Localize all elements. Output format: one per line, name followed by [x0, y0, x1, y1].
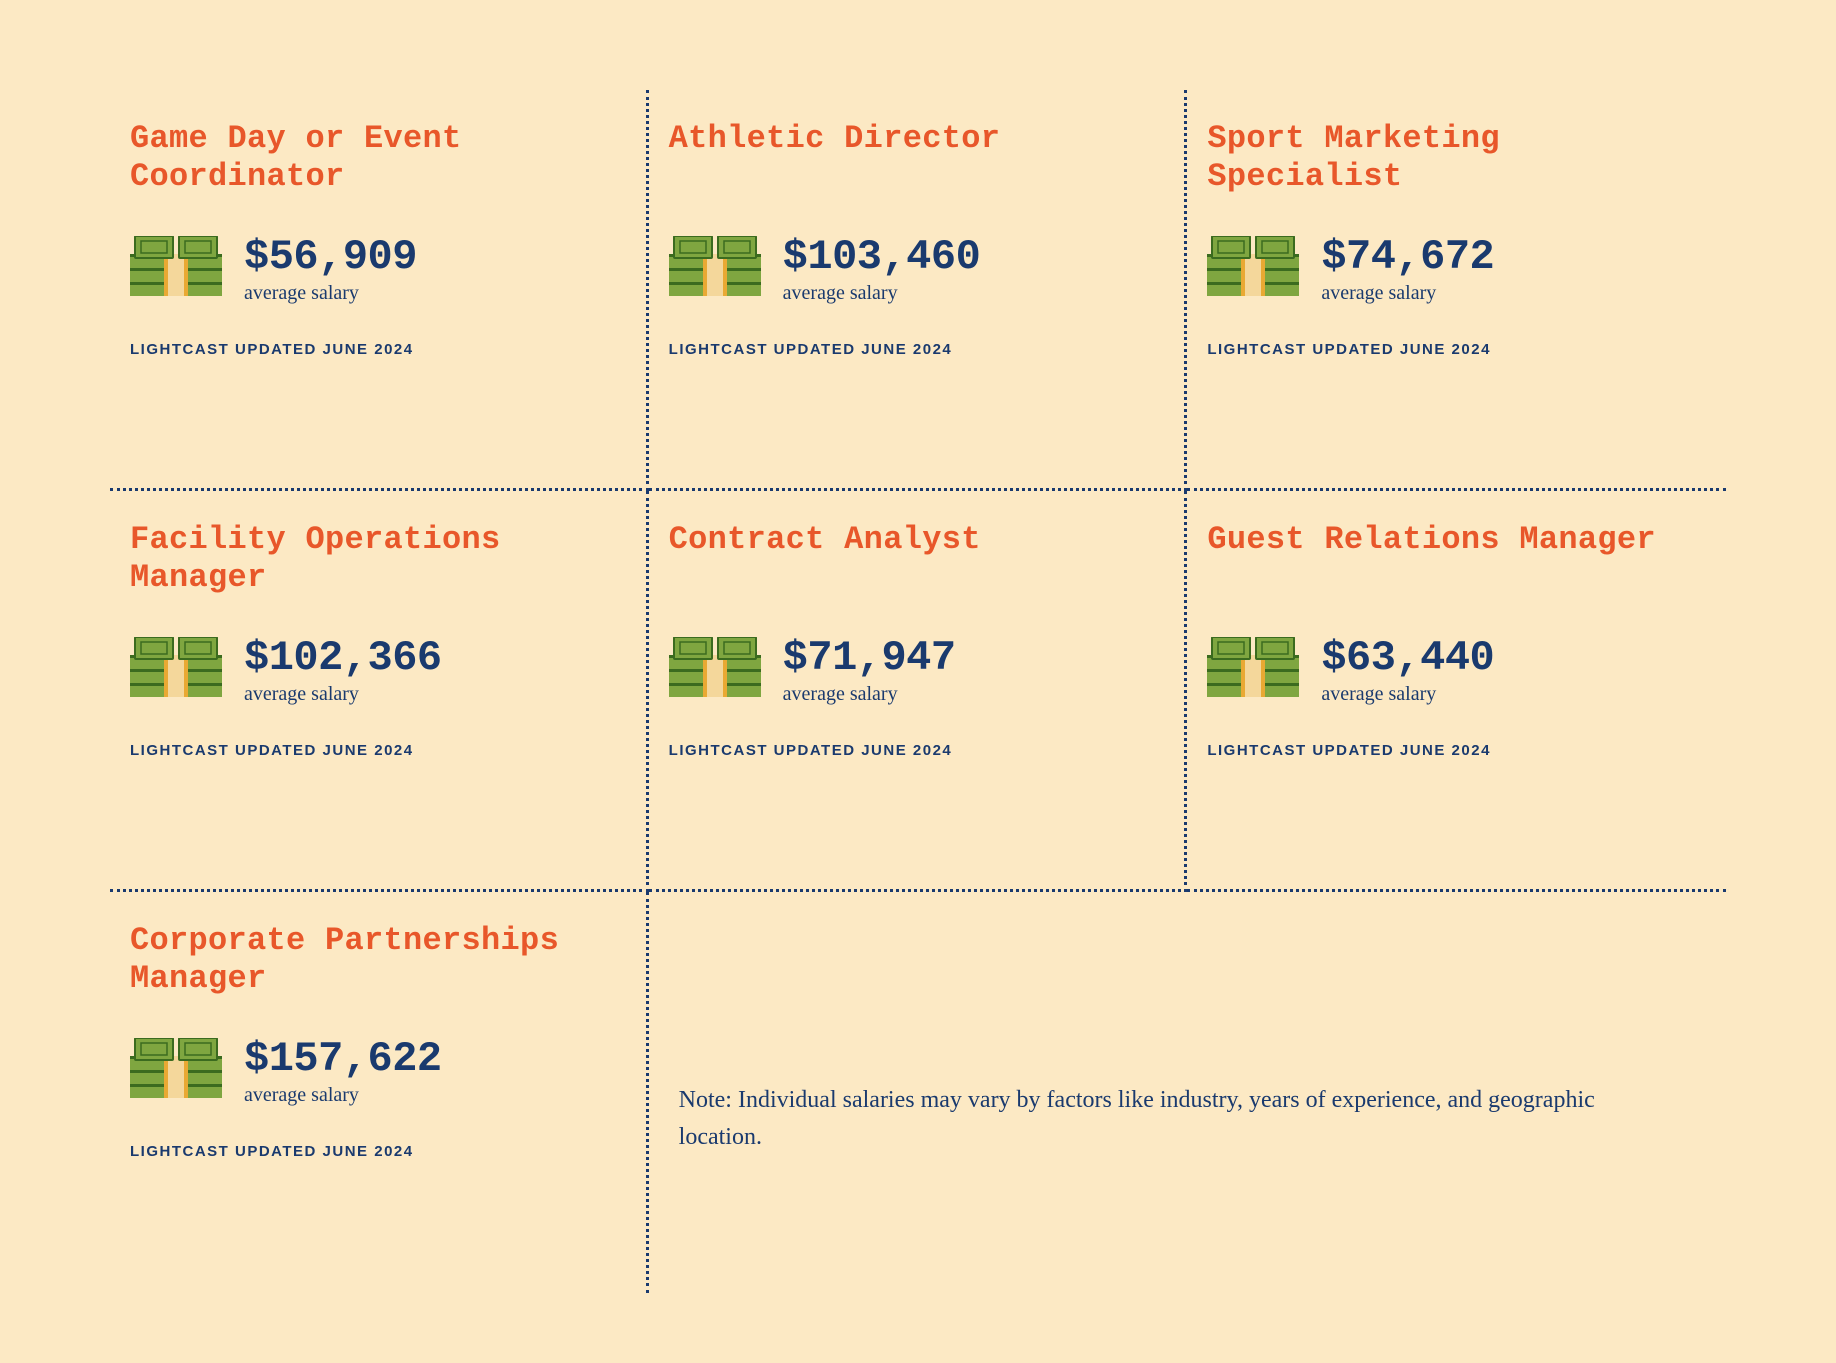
- salary-value: $71,947: [783, 637, 956, 679]
- source-label: LIGHTCAST UPDATED JUNE 2024: [130, 742, 616, 759]
- source-label: LIGHTCAST UPDATED JUNE 2024: [1207, 742, 1696, 759]
- salary-grid: Game Day or Event Coordinator $56,909 av…: [110, 90, 1726, 1293]
- job-title: Athletic Director: [669, 120, 1155, 198]
- salary-block: $56,909 average salary: [244, 236, 417, 305]
- disclaimer-note: Note: Individual salaries may vary by fa…: [669, 922, 1696, 1156]
- salary-value: $157,622: [244, 1038, 442, 1080]
- salary-card: Sport Marketing Specialist $74,672 avera…: [1187, 90, 1726, 491]
- salary-value: $63,440: [1321, 637, 1494, 679]
- salary-row: $103,460 average salary: [669, 236, 1155, 305]
- salary-block: $63,440 average salary: [1321, 637, 1494, 706]
- avg-salary-label: average salary: [783, 683, 956, 706]
- salary-row: $71,947 average salary: [669, 637, 1155, 706]
- salary-value: $56,909: [244, 236, 417, 278]
- cash-stack-icon: [1207, 236, 1299, 305]
- salary-row: $102,366 average salary: [130, 637, 616, 706]
- salary-block: $102,366 average salary: [244, 637, 442, 706]
- salary-block: $71,947 average salary: [783, 637, 956, 706]
- salary-card: Facility Operations Manager $102,366 ave…: [110, 491, 649, 892]
- salary-card: Corporate Partnerships Manager $157,622 …: [110, 892, 649, 1293]
- salary-card: Athletic Director $103,460 average salar…: [649, 90, 1188, 491]
- source-label: LIGHTCAST UPDATED JUNE 2024: [669, 341, 1155, 358]
- cash-stack-icon: [130, 1038, 222, 1107]
- cash-stack-icon: [1207, 637, 1299, 706]
- cash-stack-icon: [669, 236, 761, 305]
- salary-card: Guest Relations Manager $63,440 average …: [1187, 491, 1726, 892]
- salary-block: $103,460 average salary: [783, 236, 981, 305]
- job-title: Game Day or Event Coordinator: [130, 120, 616, 198]
- salary-row: $56,909 average salary: [130, 236, 616, 305]
- job-title: Sport Marketing Specialist: [1207, 120, 1696, 198]
- cash-stack-icon: [130, 236, 222, 305]
- job-title: Contract Analyst: [669, 521, 1155, 599]
- job-title: Facility Operations Manager: [130, 521, 616, 599]
- note-cell: Note: Individual salaries may vary by fa…: [649, 892, 1726, 1293]
- salary-value: $74,672: [1321, 236, 1494, 278]
- salary-card: Contract Analyst $71,947 average salary: [649, 491, 1188, 892]
- salary-block: $74,672 average salary: [1321, 236, 1494, 305]
- salary-value: $103,460: [783, 236, 981, 278]
- cash-stack-icon: [669, 637, 761, 706]
- salary-row: $74,672 average salary: [1207, 236, 1696, 305]
- avg-salary-label: average salary: [244, 683, 442, 706]
- salary-row: $63,440 average salary: [1207, 637, 1696, 706]
- cash-stack-icon: [130, 637, 222, 706]
- salary-value: $102,366: [244, 637, 442, 679]
- source-label: LIGHTCAST UPDATED JUNE 2024: [130, 341, 616, 358]
- salary-row: $157,622 average salary: [130, 1038, 616, 1107]
- avg-salary-label: average salary: [244, 282, 417, 305]
- salary-block: $157,622 average salary: [244, 1038, 442, 1107]
- salary-card: Game Day or Event Coordinator $56,909 av…: [110, 90, 649, 491]
- source-label: LIGHTCAST UPDATED JUNE 2024: [1207, 341, 1696, 358]
- avg-salary-label: average salary: [1321, 282, 1494, 305]
- job-title: Guest Relations Manager: [1207, 521, 1696, 599]
- source-label: LIGHTCAST UPDATED JUNE 2024: [130, 1143, 616, 1160]
- source-label: LIGHTCAST UPDATED JUNE 2024: [669, 742, 1155, 759]
- avg-salary-label: average salary: [1321, 683, 1494, 706]
- avg-salary-label: average salary: [244, 1084, 442, 1107]
- avg-salary-label: average salary: [783, 282, 981, 305]
- job-title: Corporate Partnerships Manager: [130, 922, 616, 1000]
